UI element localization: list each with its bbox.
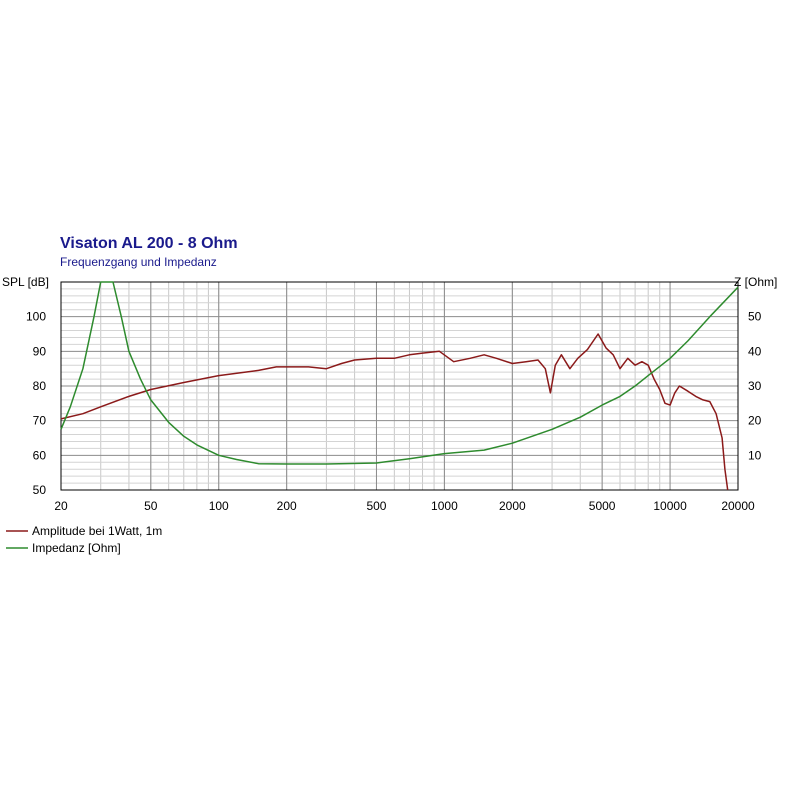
y-left-tick-label-5: 100 [26, 310, 46, 324]
y-left-tick-label-3: 80 [33, 379, 47, 393]
x-tick-label-9: 20000 [721, 499, 755, 513]
chart-title: Visaton AL 200 - 8 Ohm [60, 235, 238, 252]
y-right-tick-label-4: 50 [748, 310, 762, 324]
y-left-axis-label: SPL [dB] [2, 275, 49, 289]
x-tick-label-8: 10000 [653, 499, 687, 513]
x-tick-label-7: 5000 [589, 499, 616, 513]
y-right-tick-labels: 10 20 30 40 50 [748, 310, 762, 463]
x-tick-label-0: 20 [54, 499, 68, 513]
series-line-amplitude [60, 333, 729, 491]
x-tick-label-2: 100 [209, 499, 229, 513]
legend-label-amplitude: Amplitude bei 1Watt, 1m [32, 524, 162, 538]
legend: Amplitude bei 1Watt, 1m Impedanz [Ohm] [6, 524, 162, 555]
y-right-tick-label-3: 40 [748, 344, 762, 358]
series-line-impedance [60, 281, 739, 465]
x-tick-label-3: 200 [277, 499, 297, 513]
x-tick-label-5: 1000 [431, 499, 458, 513]
y-left-tick-label-4: 90 [33, 344, 47, 358]
y-left-tick-label-0: 50 [33, 483, 47, 497]
legend-label-impedance: Impedanz [Ohm] [32, 541, 121, 555]
y-right-axis-label: Z [Ohm] [734, 275, 777, 289]
y-left-tick-labels: 50 60 70 80 90 100 [26, 310, 46, 497]
y-right-tick-label-1: 20 [748, 414, 762, 428]
y-right-tick-label-2: 30 [748, 379, 762, 393]
x-tick-label-4: 500 [366, 499, 386, 513]
y-right-tick-label-0: 10 [748, 448, 762, 462]
x-tick-label-1: 50 [144, 499, 158, 513]
x-tick-label-6: 2000 [499, 499, 526, 513]
y-left-tick-label-1: 60 [33, 448, 47, 462]
series-layer [60, 281, 739, 491]
plot-frame [60, 281, 739, 491]
major-gridlines [60, 282, 739, 490]
chart-subtitle: Frequenzgang und Impedanz [60, 255, 217, 269]
y-left-tick-label-2: 70 [33, 414, 47, 428]
x-tick-labels: 20 50 100 200 500 1000 2000 5000 10000 20000 [54, 499, 755, 513]
